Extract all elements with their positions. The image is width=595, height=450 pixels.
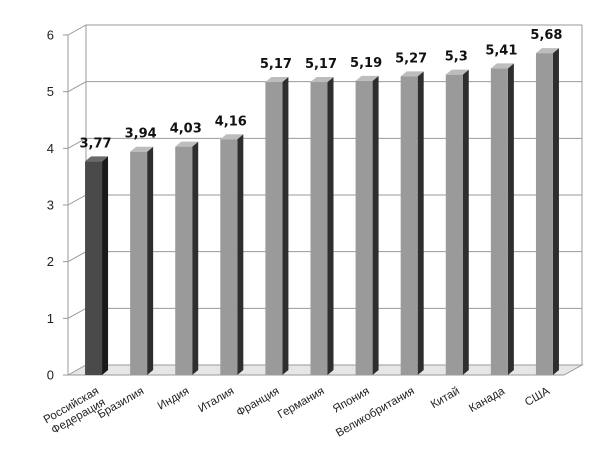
bar	[130, 146, 154, 375]
bar-front	[265, 82, 283, 376]
bar-front	[355, 80, 373, 376]
bar	[175, 141, 199, 375]
bar	[355, 75, 379, 376]
x-tick-label: США	[523, 385, 552, 409]
y-tick-label: 2	[47, 254, 54, 269]
bar-side	[147, 146, 154, 375]
bar-top	[355, 75, 379, 81]
bar-top	[535, 48, 559, 54]
x-tick-label: Франция	[235, 385, 282, 419]
bar-front	[445, 74, 463, 376]
bar-side	[372, 75, 379, 376]
bar-front	[220, 139, 238, 375]
bar-top	[400, 71, 424, 77]
y-tick-label: 6	[47, 28, 54, 43]
bar	[85, 156, 109, 375]
bar	[400, 71, 424, 375]
data-label: 5,17	[260, 57, 292, 72]
data-label: 4,03	[170, 122, 202, 137]
x-tick-label: Великобритания	[334, 385, 416, 440]
bar-front	[490, 68, 508, 375]
bar-front	[535, 53, 553, 376]
data-label: 3,77	[80, 136, 112, 151]
y-tick-label: 0	[47, 368, 54, 383]
y-tick-label: 3	[47, 198, 54, 213]
bar	[445, 69, 469, 376]
data-label: 5,19	[350, 56, 382, 71]
bar-side	[417, 71, 424, 375]
data-label: 5,27	[395, 51, 427, 66]
bar-top	[265, 77, 289, 83]
bar-side	[282, 77, 289, 376]
x-tick-label: Италия	[196, 385, 236, 415]
bar-side	[237, 134, 244, 375]
bar-side	[462, 69, 469, 376]
bar	[220, 134, 244, 375]
bar-top	[490, 63, 514, 69]
bar-side	[192, 141, 199, 375]
bar-top	[310, 77, 334, 83]
data-label: 5,3	[445, 50, 468, 65]
y-tick-label: 1	[47, 311, 54, 326]
bar-top	[220, 134, 244, 140]
data-label: 5,17	[305, 57, 337, 72]
bar-side	[507, 63, 514, 375]
data-label: 4,16	[215, 114, 247, 129]
y-tick-label: 5	[47, 84, 54, 99]
value-labels: 3,77 3,94 4,03 4,16 5,17 5,17 5,19 5,27 5,3 5,41 5…	[80, 28, 563, 151]
bar-front	[85, 161, 103, 375]
bar-top	[445, 69, 469, 75]
y-axis: 0 1 2 3 4 5 6	[47, 28, 69, 383]
bar-side	[102, 156, 109, 375]
x-tick-label: Китай	[429, 385, 462, 411]
bar	[310, 77, 334, 376]
data-label: 5,68	[530, 28, 562, 43]
data-label: 5,41	[485, 43, 517, 58]
data-label: 3,94	[125, 127, 157, 142]
bar	[490, 63, 514, 375]
gridline	[67, 24, 582, 36]
x-tick-label: Индия	[156, 385, 191, 412]
y-tick-label: 4	[47, 141, 54, 156]
bar-top	[130, 146, 154, 152]
bar-front	[175, 146, 193, 375]
bar-front	[130, 151, 148, 375]
bar-series	[85, 48, 559, 376]
bar-top	[175, 141, 199, 147]
bar-front	[400, 76, 418, 375]
bar	[265, 77, 289, 376]
bar	[535, 48, 559, 376]
bar-side	[327, 77, 334, 376]
x-tick-label: Германия	[276, 385, 327, 421]
bar-front	[310, 82, 328, 376]
x-tick-label: Канада	[467, 385, 507, 415]
bar-side	[552, 48, 559, 376]
bar-top	[85, 156, 109, 162]
